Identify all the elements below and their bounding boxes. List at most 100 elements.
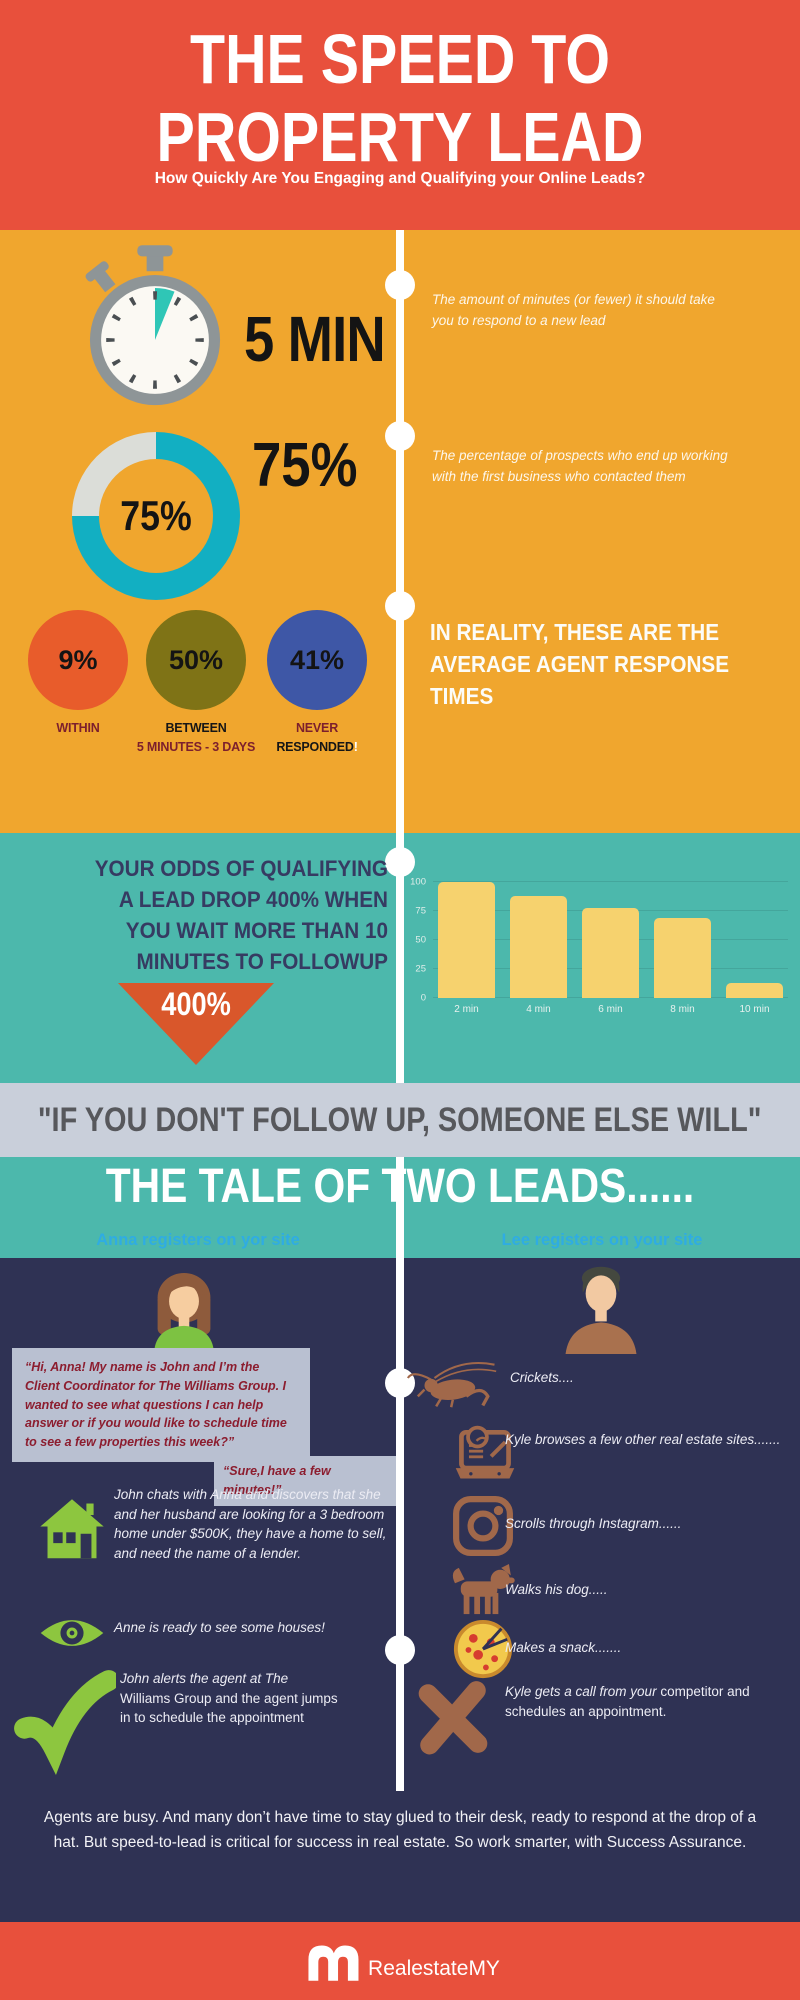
bar-group-6-min: 6 min	[582, 882, 639, 1015]
chart-gridline	[433, 881, 788, 882]
timeline-node	[385, 591, 415, 621]
stat-circle-value: 50%	[168, 644, 224, 675]
eye-icon	[40, 1620, 104, 1646]
label-bang: !	[353, 740, 358, 755]
bar-group-8-min: 8 min	[654, 882, 711, 1015]
chart-x-label: 6 min	[598, 1004, 623, 1015]
lee-story-item: Walks his dog.....	[505, 1582, 608, 1597]
lee-story-item: Kyle gets a call from your competitor an…	[505, 1682, 757, 1721]
bar	[582, 907, 639, 998]
timeline-line	[396, 833, 404, 1083]
bar-group-10-min: 10 min	[726, 882, 783, 1015]
chart-y-tick: 25	[415, 963, 426, 975]
stat-circle-label: NEVER RESPONDED!	[242, 719, 392, 758]
tale-header-section: THE TALE OF TWO LEADS...... Anna registe…	[0, 1157, 800, 1258]
page-subtitle: How Quickly Are You Engaging and Qualify…	[154, 170, 646, 187]
stat-circle-value: 9%	[58, 644, 98, 675]
dog-icon	[452, 1564, 515, 1615]
label-line2: 5 MINUTES - 3 DAYS	[136, 740, 256, 755]
bar-chart: 0 25 50 75 100 2 min 4 min 6 min 8 min 10 min	[406, 871, 790, 1029]
stat-circle-value: 41%	[289, 644, 345, 675]
down-triangle-icon	[118, 983, 274, 1065]
chart-y-tick: 0	[420, 992, 426, 1004]
stats-section: 5 MIN The amount of minutes (or fewer) i…	[0, 230, 800, 833]
donut-chart: 75%	[72, 432, 240, 600]
lee-story-item: Kyle browses a few other real estate sit…	[505, 1432, 781, 1447]
chart-plot-area: 2 min 4 min 6 min 8 min 10 min	[433, 881, 788, 1015]
pizza-icon	[453, 1619, 513, 1679]
story-italic-part: Kyle gets a call from your	[505, 1684, 661, 1699]
timeline-line	[396, 230, 404, 833]
stopwatch-icon	[85, 245, 221, 406]
five-min-stat: 5 MIN	[244, 303, 386, 375]
lee-story-item: Crickets....	[510, 1370, 574, 1385]
odds-heading: YOUR ODDS OF QUALIFYING A LEAD DROP 400%…	[94, 856, 389, 975]
timeline-node	[385, 1368, 415, 1398]
speech-bubble-anna: “Sure,I have a few minutes!”	[214, 1456, 396, 1506]
odds-badge: 400%	[161, 986, 231, 1022]
seventyfive-stat: 75%	[252, 431, 358, 500]
bar	[438, 882, 495, 998]
bar-group-4-min: 4 min	[510, 882, 567, 1015]
donut-label: 75%	[120, 492, 192, 539]
house-icon	[40, 1499, 104, 1559]
chart-x-label: 4 min	[526, 1004, 551, 1015]
label-line2: RESPONDED	[276, 740, 354, 755]
anna-story-item: John alerts the agent at The Williams Gr…	[120, 1669, 342, 1728]
story-regular-part: Williams Group and the agent jumps in to…	[120, 1690, 338, 1726]
laptop-icon	[455, 1425, 515, 1479]
anna-story-item: Anne is ready to see some houses!	[114, 1620, 325, 1635]
speech-bubble-john: “Hi, Anna! My name is John and I’m the C…	[12, 1348, 310, 1462]
chart-y-tick: 50	[415, 934, 426, 946]
timeline-node	[385, 270, 415, 300]
footer-banner: RealestateMY	[0, 1922, 800, 2000]
label-line1: NEVER	[295, 721, 339, 735]
chart-x-label: 2 min	[454, 1004, 479, 1015]
quote-text: "IF YOU DON'T FOLLOW UP, SOMEONE ELSE WI…	[38, 1100, 762, 1139]
bar	[654, 917, 711, 998]
timeline-line	[396, 1258, 404, 1791]
page-title: THE SPEED TO PROPERTY LEAD	[156, 20, 644, 177]
brand-name: RealestateMY	[368, 1957, 500, 1980]
chart-y-tick: 75	[415, 905, 426, 917]
five-min-desc: The amount of minutes (or fewer) it shou…	[432, 292, 715, 328]
label-line1: WITHIN	[56, 721, 100, 735]
closing-paragraph: Agents are busy. And many don’t have tim…	[43, 1809, 757, 1851]
anna-story-item: John chats with Anna and discovers that …	[114, 1487, 387, 1561]
quote-banner: "IF YOU DON'T FOLLOW UP, SOMEONE ELSE WI…	[0, 1083, 800, 1157]
kyle-avatar	[565, 1266, 637, 1354]
header-banner: THE SPEED TO PROPERTY LEAD How Quickly A…	[0, 0, 800, 230]
timeline-node	[385, 1635, 415, 1665]
stat-circle-41: 41%	[267, 610, 367, 710]
label-line1: BETWEEN	[165, 721, 227, 735]
anna-avatar	[154, 1273, 214, 1353]
brand-logo-icon	[308, 1945, 359, 1981]
anna-column-header: Anna registers on yor site	[96, 1231, 300, 1249]
odds-section: YOUR ODDS OF QUALIFYING A LEAD DROP 400%…	[0, 833, 800, 1083]
chart-y-axis: 0 25 50 75 100	[406, 877, 428, 1004]
reality-heading: IN REALITY, THESE ARE THE AVERAGE AGENT …	[430, 619, 730, 710]
stat-circle-label: WITHIN	[3, 719, 153, 738]
chart-x-label: 10 min	[739, 1004, 770, 1015]
instagram-icon	[453, 1496, 513, 1556]
lee-story-item: Scrolls through Instagram......	[505, 1516, 682, 1531]
tale-title: THE TALE OF TWO LEADS......	[105, 1160, 695, 1213]
story-italic-part: John alerts the agent at The	[120, 1671, 289, 1686]
chart-y-tick: 100	[410, 876, 426, 888]
story-regular-part: competitor and schedules an appointment.	[505, 1684, 750, 1719]
stat-circle-50: 50%	[146, 610, 246, 710]
stat-circle-9: 9%	[28, 610, 128, 710]
timeline-node	[385, 847, 415, 877]
x-icon	[418, 1681, 488, 1755]
bar	[726, 982, 783, 998]
cricket-icon	[406, 1361, 497, 1408]
chart-x-label: 8 min	[670, 1004, 695, 1015]
stat-circle-label: BETWEEN 5 MINUTES - 3 DAYS	[121, 719, 271, 758]
lee-column-header: Lee registers on your site	[501, 1231, 703, 1249]
timeline-line	[396, 1157, 404, 1258]
bar	[510, 895, 567, 998]
checkmark-icon	[14, 1670, 116, 1775]
seventyfive-desc: The percentage of prospects who end up w…	[432, 448, 728, 484]
lee-story-item: Makes a snack.......	[505, 1640, 622, 1655]
